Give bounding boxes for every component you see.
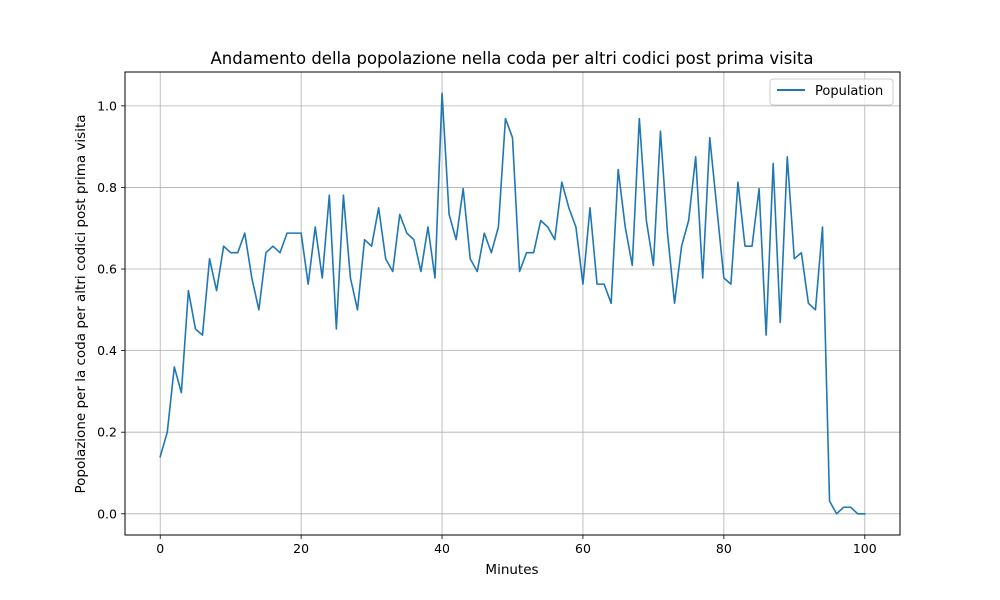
grid (125, 72, 900, 535)
legend: Population (769, 78, 894, 106)
x-tick-label: 100 (853, 541, 877, 556)
x-tick-label: 80 (716, 541, 732, 556)
y-axis-label: Popolazione per la coda per altri codici… (73, 114, 89, 493)
y-tick-label: 1.0 (97, 98, 117, 113)
x-tick-label: 60 (575, 541, 591, 556)
y-tick-label: 0.6 (97, 262, 117, 277)
legend-box (769, 78, 894, 106)
y-tick-label: 0.0 (97, 506, 117, 521)
x-tick-label: 0 (156, 541, 164, 556)
series-line-population (159, 92, 866, 515)
legend-label: Population (815, 84, 883, 99)
plot-frame (124, 71, 901, 536)
x-tick-label: 20 (293, 541, 309, 556)
x-tick-label: 40 (434, 541, 450, 556)
y-tick-label: 0.4 (97, 343, 117, 358)
chart-title: Andamento della popolazione nella coda p… (211, 49, 814, 68)
ticks: 0 20 40 60 80 100 0.0 0.2 0.4 0.6 0.8 1.0 (97, 98, 877, 556)
y-tick-label: 0.8 (97, 180, 117, 195)
series-layer (159, 92, 866, 515)
y-tick-label: 0.2 (97, 425, 117, 440)
x-axis-label: Minutes (485, 562, 538, 578)
